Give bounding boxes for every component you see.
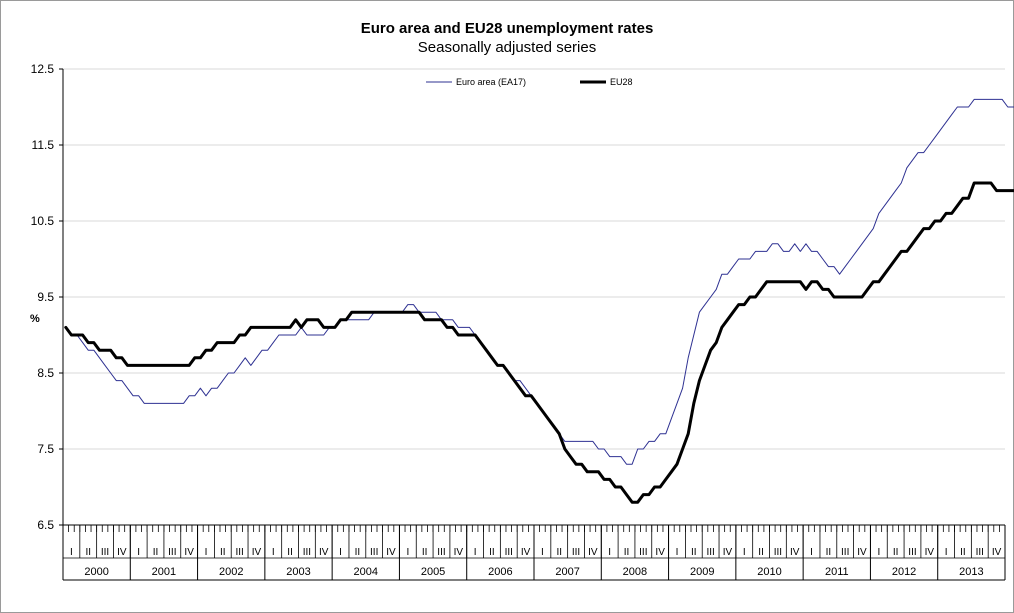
x-quarter-label: III bbox=[841, 547, 849, 558]
legend: Euro area (EA17) EU28 bbox=[426, 77, 633, 87]
x-quarter-label: IV bbox=[790, 547, 800, 558]
x-quarter-label: II bbox=[758, 547, 764, 558]
x-quarter-label: II bbox=[489, 547, 495, 558]
x-quarter-label: IV bbox=[723, 547, 733, 558]
x-quarter-label: I bbox=[541, 547, 544, 558]
y-tick-label: 12.5 bbox=[31, 62, 55, 76]
x-quarter-label: I bbox=[272, 547, 275, 558]
x-quarter-label: II bbox=[355, 547, 361, 558]
chart-title: Euro area and EU28 unemployment rates bbox=[360, 20, 654, 37]
y-tick-label: 9.5 bbox=[37, 290, 54, 304]
x-quarter-label: III bbox=[639, 547, 647, 558]
x-quarter-label: III bbox=[908, 547, 916, 558]
x-quarter-label: III bbox=[303, 547, 311, 558]
x-quarter-label: III bbox=[235, 547, 243, 558]
x-quarter-label: I bbox=[339, 547, 342, 558]
y-tick-label: 10.5 bbox=[31, 214, 55, 228]
x-year-label: 2010 bbox=[757, 566, 781, 578]
x-year-label: 2001 bbox=[152, 566, 176, 578]
x-quarter-label: I bbox=[137, 547, 140, 558]
series-line-eu28 bbox=[64, 181, 1014, 504]
legend-label-euro-area: Euro area (EA17) bbox=[456, 77, 526, 87]
x-quarter-label: IV bbox=[184, 547, 194, 558]
x-quarter-label: II bbox=[691, 547, 697, 558]
x-quarter-label: I bbox=[743, 547, 746, 558]
x-quarter-label: III bbox=[168, 547, 176, 558]
x-year-label: 2006 bbox=[488, 566, 512, 578]
x-year-label: 2005 bbox=[421, 566, 445, 578]
x-quarter-label: IV bbox=[655, 547, 665, 558]
chart-subtitle: Seasonally adjusted series bbox=[417, 39, 597, 56]
x-quarter-label: IV bbox=[386, 547, 396, 558]
x-quarter-label: I bbox=[205, 547, 208, 558]
x-quarter-label: III bbox=[572, 547, 580, 558]
x-year-label: 2002 bbox=[219, 566, 243, 578]
x-quarter-label: I bbox=[945, 547, 948, 558]
x-quarter-label: IV bbox=[925, 547, 935, 558]
y-tick-label: 8.5 bbox=[37, 366, 54, 380]
x-quarter-label: I bbox=[70, 547, 73, 558]
x-year-label: 2003 bbox=[286, 566, 310, 578]
x-quarter-label: III bbox=[505, 547, 513, 558]
x-quarter-label: IV bbox=[992, 547, 1002, 558]
x-quarter-label: IV bbox=[319, 547, 329, 558]
x-year-label: 2011 bbox=[825, 566, 849, 578]
y-axis: 6.5 7.5 8.5 9.5 10.5 11.5 12.5 bbox=[31, 62, 64, 532]
x-year-label: 2012 bbox=[892, 566, 916, 578]
x-quarter-label: I bbox=[474, 547, 477, 558]
x-year-label: 2009 bbox=[690, 566, 714, 578]
y-tick-label: 6.5 bbox=[37, 518, 54, 532]
x-quarter-label: II bbox=[893, 547, 899, 558]
x-quarter-label: IV bbox=[588, 547, 598, 558]
x-quarter-label: I bbox=[406, 547, 409, 558]
x-quarter-label: II bbox=[422, 547, 428, 558]
x-quarter-label: II bbox=[85, 547, 91, 558]
x-quarter-label: III bbox=[706, 547, 714, 558]
x-quarter-label: II bbox=[556, 547, 562, 558]
x-quarter-label: IV bbox=[454, 547, 464, 558]
x-year-label: 2000 bbox=[84, 566, 108, 578]
x-axis: I II III IV I II III IV I II III IV I II III IV I II III IV… bbox=[62, 524, 1006, 581]
x-quarter-label: IV bbox=[117, 547, 127, 558]
x-quarter-label: II bbox=[287, 547, 293, 558]
x-quarter-label: II bbox=[624, 547, 630, 558]
x-quarter-label: IV bbox=[521, 547, 531, 558]
x-quarter-label: IV bbox=[252, 547, 262, 558]
x-quarter-label: II bbox=[153, 547, 159, 558]
x-quarter-label: II bbox=[960, 547, 966, 558]
x-quarter-label: III bbox=[976, 547, 984, 558]
y-tick-label: 11.5 bbox=[32, 138, 55, 152]
x-quarter-label: III bbox=[774, 547, 782, 558]
grid-lines bbox=[63, 68, 1005, 450]
x-quarter-label: IV bbox=[857, 547, 867, 558]
x-year-label: 2013 bbox=[959, 566, 983, 578]
x-quarter-label: I bbox=[877, 547, 880, 558]
x-year-label: 2004 bbox=[354, 566, 378, 578]
x-year-label: 2007 bbox=[555, 566, 579, 578]
x-year-label: 2008 bbox=[623, 566, 647, 578]
y-tick-label: 7.5 bbox=[37, 442, 54, 456]
x-quarter-label: III bbox=[437, 547, 445, 558]
legend-label-eu28: EU28 bbox=[610, 77, 633, 87]
x-quarter-label: III bbox=[101, 547, 109, 558]
x-quarter-label: I bbox=[608, 547, 611, 558]
x-quarter-label: I bbox=[810, 547, 813, 558]
y-axis-label: % bbox=[30, 313, 40, 325]
x-quarter-label: II bbox=[826, 547, 832, 558]
x-quarter-label: II bbox=[220, 547, 226, 558]
series-lines bbox=[64, 98, 1014, 504]
x-quarter-label: III bbox=[370, 547, 378, 558]
x-quarter-label: I bbox=[676, 547, 679, 558]
